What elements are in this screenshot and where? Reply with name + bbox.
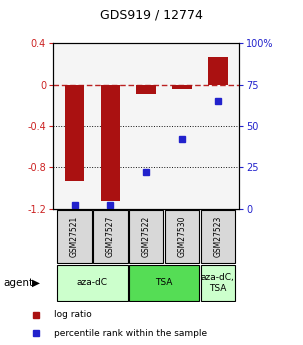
Bar <box>165 210 199 263</box>
Text: aza-dC,
TSA: aza-dC, TSA <box>201 273 235 293</box>
Text: TSA: TSA <box>155 278 173 287</box>
Text: GSM27527: GSM27527 <box>106 216 115 257</box>
Text: log ratio: log ratio <box>54 310 92 319</box>
Bar <box>57 265 128 301</box>
Bar <box>201 210 235 263</box>
Bar <box>65 85 84 181</box>
Text: GSM27523: GSM27523 <box>213 216 222 257</box>
Text: GDS919 / 12774: GDS919 / 12774 <box>100 9 203 22</box>
Text: GSM27521: GSM27521 <box>70 216 79 257</box>
Text: aza-dC: aza-dC <box>77 278 108 287</box>
Bar <box>172 85 192 89</box>
Bar <box>208 57 228 85</box>
Bar <box>129 265 199 301</box>
Bar <box>93 210 128 263</box>
Bar <box>136 85 156 94</box>
Bar <box>129 210 163 263</box>
Text: ▶: ▶ <box>32 278 40 288</box>
Bar <box>101 85 120 201</box>
Bar <box>57 210 92 263</box>
Text: agent: agent <box>3 278 33 288</box>
Text: percentile rank within the sample: percentile rank within the sample <box>54 329 208 338</box>
Text: GSM27530: GSM27530 <box>178 216 187 257</box>
Text: GSM27522: GSM27522 <box>142 216 151 257</box>
Bar <box>201 265 235 301</box>
